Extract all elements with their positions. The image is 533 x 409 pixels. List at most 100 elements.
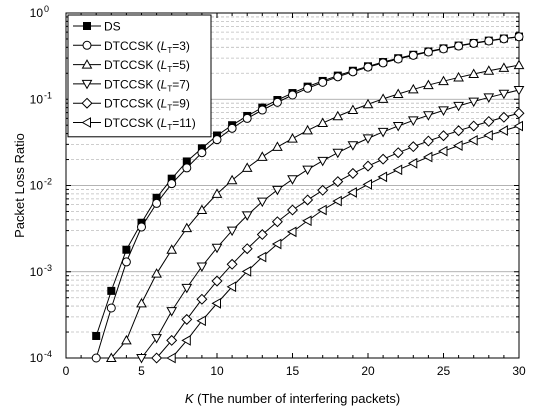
y-tick-label-exponent: -2 <box>44 177 52 187</box>
data-point <box>317 156 329 167</box>
data-point <box>483 65 495 75</box>
data-point <box>166 307 178 317</box>
data-point <box>317 117 329 128</box>
y-tick-label: 10 <box>30 179 44 193</box>
data-point <box>483 129 493 141</box>
data-point <box>256 229 268 241</box>
data-point <box>226 281 237 293</box>
data-point <box>302 124 313 135</box>
data-point <box>181 222 193 233</box>
data-point <box>105 352 117 362</box>
data-point <box>514 32 524 42</box>
data-point <box>181 335 191 346</box>
data-point <box>241 243 253 255</box>
x-tick-label: 10 <box>210 364 224 378</box>
data-point <box>167 179 177 189</box>
data-point <box>438 106 449 116</box>
data-point <box>286 226 297 238</box>
data-point <box>332 195 342 207</box>
data-point <box>498 62 510 72</box>
data-point <box>408 50 418 60</box>
data-point <box>271 238 282 250</box>
data-point <box>347 141 359 151</box>
legend-label: DTCCSK (LT=7) <box>104 77 190 93</box>
legend-marker <box>83 22 91 30</box>
data-point <box>363 62 373 72</box>
data-point <box>151 268 162 278</box>
y-tick-label: 10 <box>30 6 44 20</box>
data-point <box>211 243 223 254</box>
data-point <box>378 58 388 68</box>
data-point <box>393 54 403 64</box>
data-point <box>226 226 238 237</box>
x-tick-label: 20 <box>361 364 375 378</box>
data-point <box>362 160 374 172</box>
data-point <box>407 83 419 94</box>
x-tick-label: 5 <box>138 364 145 378</box>
legend-label: DTCCSK (LT=11) <box>104 116 196 132</box>
data-point <box>212 135 222 145</box>
x-axis-title-rest: (The number of interfering packets) <box>194 391 401 406</box>
data-point <box>438 75 449 86</box>
data-point <box>256 151 268 161</box>
data-point <box>152 198 162 208</box>
y-tick-label: 10 <box>30 92 44 106</box>
data-point <box>241 266 252 277</box>
data-point <box>242 113 252 123</box>
series-layer <box>91 32 525 364</box>
x-tick-label: 0 <box>63 364 70 378</box>
data-point <box>513 120 523 132</box>
legend-entry: DS <box>73 20 121 34</box>
data-point <box>453 71 464 82</box>
series-3 <box>136 86 525 364</box>
data-point <box>317 184 329 196</box>
legend-entry: DTCCSK (LT=11) <box>73 116 196 132</box>
data-point <box>91 353 101 363</box>
y-tick-label-exponent: -4 <box>44 349 52 359</box>
data-point <box>317 204 327 216</box>
data-point <box>288 90 297 100</box>
data-point <box>211 188 223 198</box>
data-point <box>407 157 418 169</box>
data-point <box>347 104 359 115</box>
data-point <box>272 141 283 151</box>
series-1 <box>91 32 524 363</box>
data-point <box>362 134 374 144</box>
data-point <box>468 68 480 79</box>
data-point <box>287 133 298 143</box>
data-point <box>484 36 494 46</box>
x-tick-label: 15 <box>286 364 300 378</box>
data-point <box>498 125 508 136</box>
x-axis-title-variable: K <box>185 391 195 406</box>
legend: DS DTCCSK (LT=3) DTCCSK (LT=5) DTCCSK (LT=7… <box>67 14 212 138</box>
legend-marker <box>82 40 92 50</box>
data-point <box>211 275 223 287</box>
data-point <box>286 204 299 216</box>
y-tick-label: 10 <box>30 265 44 279</box>
data-point <box>181 283 193 294</box>
legend-label: DTCCSK (LT=3) <box>104 39 190 55</box>
legend-marker <box>81 97 93 109</box>
data-point <box>377 171 388 183</box>
data-point <box>196 315 206 327</box>
series-2 <box>105 59 525 362</box>
data-point <box>302 194 314 206</box>
data-point <box>302 165 313 176</box>
data-point <box>318 77 328 87</box>
data-point <box>92 331 101 340</box>
data-point <box>151 334 162 344</box>
data-point <box>196 262 208 273</box>
legend-label: DTCCSK (LT=5) <box>104 58 190 74</box>
data-point <box>151 352 163 364</box>
data-point <box>362 98 374 109</box>
legend-marker <box>81 79 93 90</box>
y-tick-label-exponent: 0 <box>44 4 49 14</box>
data-point <box>423 47 433 57</box>
data-point <box>256 197 268 208</box>
series-line <box>110 64 520 359</box>
data-point <box>362 179 372 190</box>
data-point <box>226 258 238 270</box>
data-point <box>302 215 312 227</box>
data-point <box>453 140 463 151</box>
